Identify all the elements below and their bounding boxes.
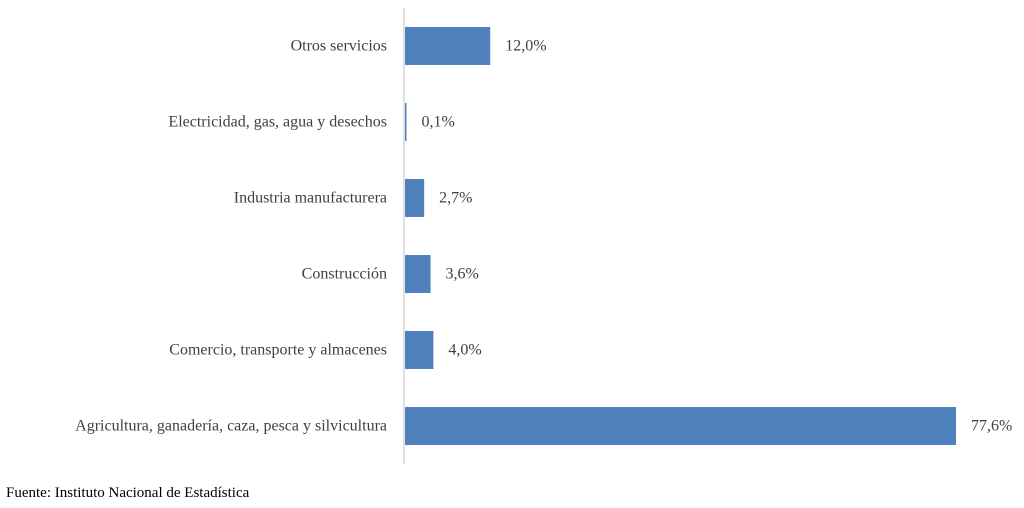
bar bbox=[405, 255, 431, 293]
data-label: 2,7% bbox=[439, 190, 472, 207]
bar bbox=[405, 407, 956, 445]
data-label: 0,1% bbox=[422, 114, 455, 131]
category-label: Construcción bbox=[302, 266, 387, 283]
bar bbox=[405, 103, 407, 141]
bars-group: Otros servicios 12,0% Electricidad, gas, a… bbox=[75, 27, 1012, 445]
category-label: Comercio, transporte y almacenes bbox=[169, 342, 387, 359]
category-label: Agricultura, ganadería, caza, pesca y si… bbox=[75, 418, 387, 435]
category-label: Otros servicios bbox=[291, 38, 387, 55]
data-label: 3,6% bbox=[446, 266, 479, 283]
bar bbox=[405, 331, 434, 369]
bar bbox=[405, 179, 425, 217]
data-label: 4,0% bbox=[448, 342, 481, 359]
category-label: Industria manufacturera bbox=[234, 190, 387, 207]
source-note: Fuente: Instituto Nacional de Estadístic… bbox=[6, 485, 250, 501]
category-label: Electricidad, gas, agua y desechos bbox=[168, 114, 387, 131]
data-label: 12,0% bbox=[505, 38, 546, 55]
data-label: 77,6% bbox=[971, 418, 1012, 435]
bar-chart: Otros servicios 12,0% Electricidad, gas, a… bbox=[75, 8, 1012, 464]
bar bbox=[405, 27, 491, 65]
